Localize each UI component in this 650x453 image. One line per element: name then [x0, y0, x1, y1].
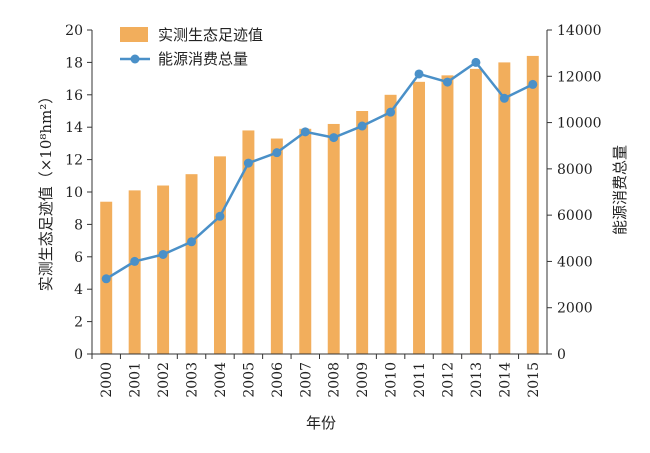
x-tick-label: 2009	[355, 362, 371, 398]
y-right-axis-title: 能源消费总量	[611, 145, 629, 235]
y-left-tick-label: 18	[65, 55, 83, 71]
y-right-tick-label: 2000	[557, 301, 593, 317]
line-point-2013	[471, 57, 481, 67]
y-right-tick-label: 0	[557, 347, 566, 363]
x-tick-label: 2014	[497, 362, 513, 398]
y-right-tick-label: 12000	[557, 69, 602, 85]
x-tick-label: 2010	[384, 362, 400, 398]
y-right-tick-label: 10000	[557, 116, 602, 132]
line-point-2015	[528, 79, 538, 89]
bar-2003	[185, 174, 198, 354]
line-point-2000	[101, 274, 111, 284]
bar-2012	[441, 75, 454, 355]
x-tick-label: 2001	[128, 362, 144, 398]
plot-area	[100, 55, 539, 355]
y-left-tick-label: 14	[65, 120, 83, 136]
x-tick-label: 2000	[99, 362, 115, 398]
y-left-tick-label: 8	[74, 217, 83, 233]
bar-2008	[327, 123, 340, 355]
y-left-axis-title: 实测生态足迹值（×10⁸hm²）	[37, 89, 55, 292]
legend-swatch-marker	[130, 54, 140, 64]
bar-2007	[299, 128, 312, 354]
x-tick-label: 2008	[327, 362, 343, 398]
legend-label-bar: 实测生态足迹值	[158, 26, 263, 44]
legend: 实测生态足迹值 能源消费总量	[120, 26, 263, 68]
line-point-2003	[187, 237, 197, 247]
x-axis-title: 年份	[306, 414, 336, 432]
line-point-2007	[300, 127, 310, 137]
x-tick-label: 2003	[185, 362, 201, 398]
x-tick-label: 2011	[412, 362, 428, 398]
legend-label-line: 能源消费总量	[158, 50, 248, 68]
line-point-2004	[215, 211, 225, 221]
line-point-2011	[414, 69, 424, 79]
y-left-tick-label: 2	[74, 315, 83, 331]
axes: 0 2 4 6 8 10 12 14 16 18 20 0 2000 4000 6000 8000 10000 1…	[65, 23, 601, 398]
line-point-2012	[442, 77, 452, 87]
y-right-tick-label: 4000	[557, 254, 593, 270]
line-point-2009	[357, 121, 367, 131]
x-tick-label: 2015	[526, 362, 542, 398]
bar-2002	[157, 185, 170, 354]
x-tick-label: 2007	[298, 362, 314, 398]
y-left-tick-label: 10	[65, 185, 83, 201]
bar-2011	[413, 81, 426, 354]
bar-2005	[242, 130, 255, 354]
line-point-2014	[499, 93, 509, 103]
bar-2001	[128, 190, 141, 354]
bar-2013	[469, 68, 482, 354]
line-point-2008	[329, 133, 339, 143]
x-tick-label: 2012	[440, 362, 456, 398]
bar-2004	[213, 156, 226, 354]
legend-swatch-bar	[120, 27, 148, 42]
bar-2009	[356, 111, 369, 354]
y-left-tick-label: 12	[65, 153, 83, 169]
line-point-2001	[130, 256, 140, 266]
x-tick-label: 2004	[213, 362, 229, 398]
y-left-tick-label: 4	[74, 282, 83, 298]
y-left-tick-label: 20	[65, 23, 83, 39]
y-left-tick-label: 6	[74, 250, 83, 266]
bar-2010	[384, 94, 397, 355]
line-series	[105, 61, 534, 280]
y-left-tick-label: 0	[74, 347, 83, 363]
line-point-2002	[158, 249, 168, 259]
y-right-tick-label: 8000	[557, 162, 593, 178]
line-point-2010	[386, 107, 396, 117]
y-right-tick-label: 14000	[557, 23, 602, 39]
x-tick-label: 2006	[270, 362, 286, 398]
line-point-2006	[272, 148, 282, 158]
y-right-tick-label: 6000	[557, 208, 593, 224]
line-point-2005	[243, 158, 253, 168]
x-tick-label: 2013	[469, 362, 485, 398]
x-tick-label: 2005	[241, 362, 257, 398]
y-left-tick-label: 16	[65, 88, 83, 104]
bar-2014	[498, 62, 511, 355]
bar-2015	[526, 55, 539, 355]
bar-2006	[270, 138, 283, 354]
x-tick-label: 2002	[156, 362, 172, 398]
